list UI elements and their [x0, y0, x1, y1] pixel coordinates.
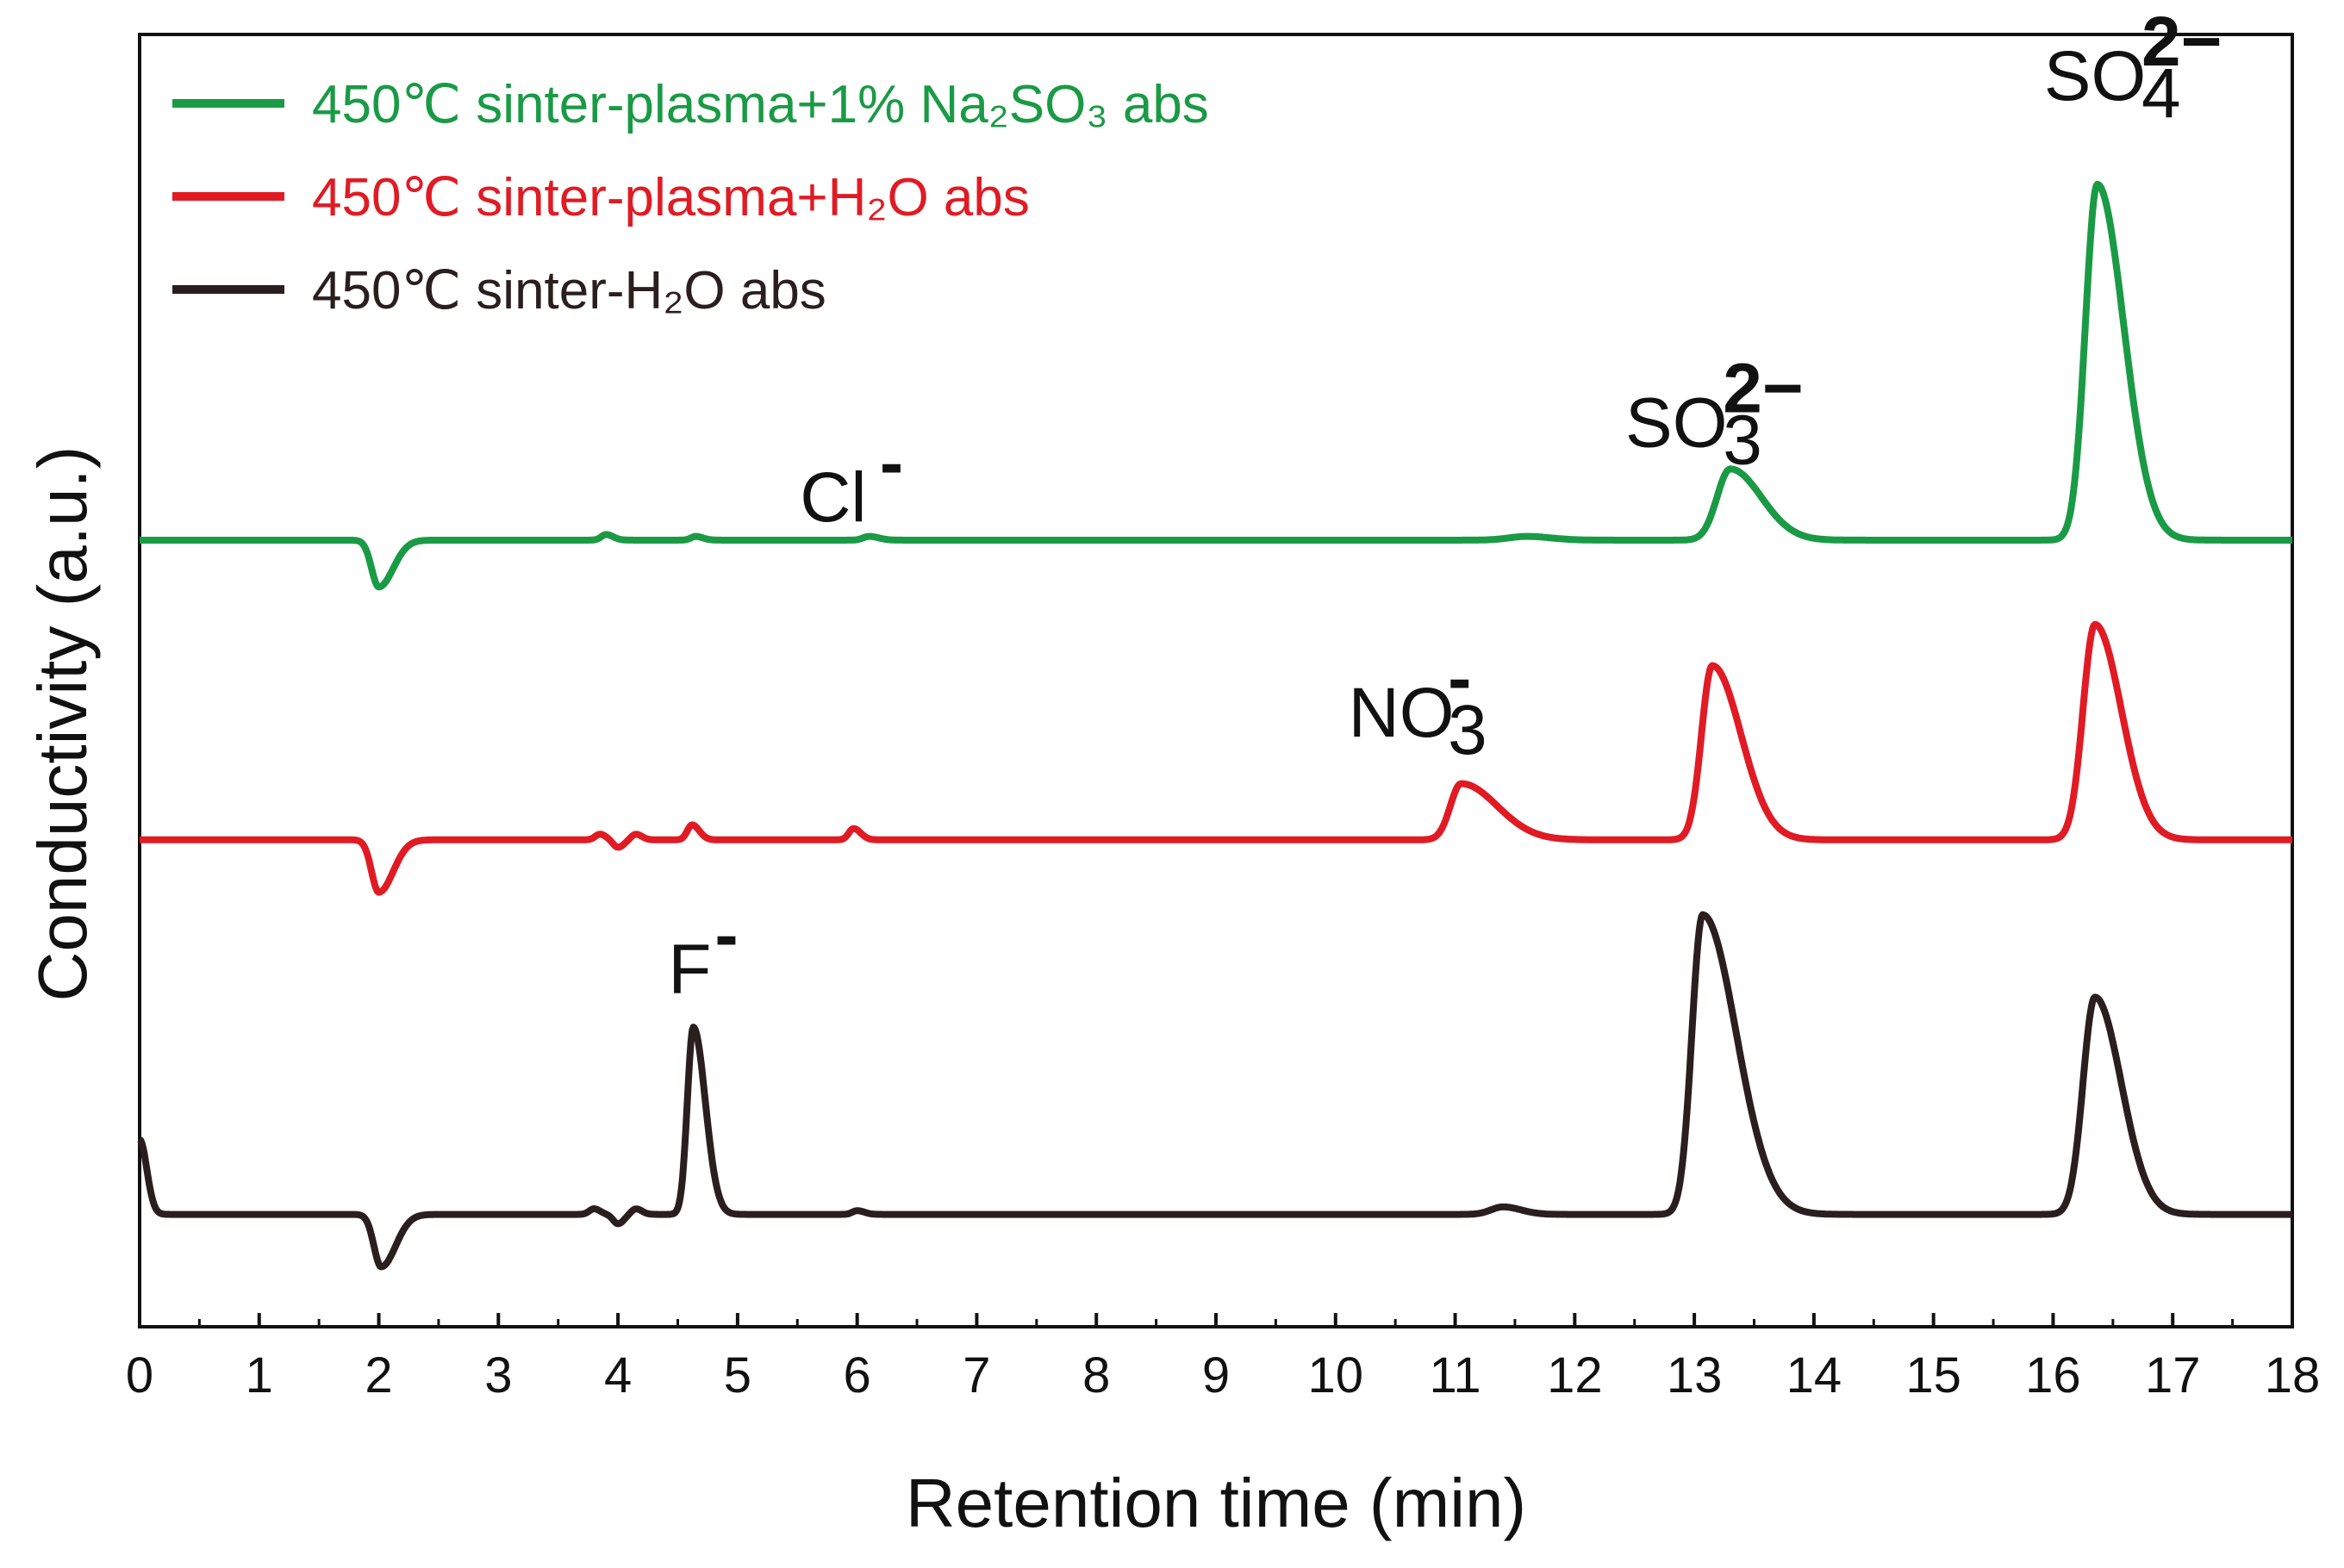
- x-tick-label-15: 15: [1905, 1347, 1961, 1403]
- x-tick-label-4: 4: [604, 1347, 632, 1403]
- series-lines: [137, 180, 2295, 1271]
- peak-label-superscript: -: [714, 896, 738, 974]
- series-line-1: [137, 620, 2295, 896]
- peak-label-3: NO3-: [1349, 639, 1487, 769]
- legend-label-0: 450℃ sinter-plasma+1% Na₂SO₃ abs: [312, 75, 1209, 134]
- x-tick-label-18: 18: [2265, 1347, 2321, 1403]
- peak-label-superscript: 2−: [1723, 349, 1804, 427]
- peak-label-superscript: -: [1448, 639, 1471, 718]
- x-tick-label-1: 1: [246, 1347, 273, 1403]
- peak-label-4: F-: [668, 896, 738, 1009]
- peak-label-subscript: 3: [1448, 691, 1487, 769]
- peak-label-superscript: -: [880, 424, 903, 502]
- peak-label-base: F: [668, 930, 711, 1009]
- legend-label-1: 450℃ sinter-plasma+H₂O abs: [312, 168, 1030, 227]
- x-tick-label-13: 13: [1667, 1347, 1723, 1403]
- y-axis-title: Conductivity (a.u.): [24, 446, 101, 1002]
- peak-label-superscript: 2−: [2141, 3, 2222, 81]
- x-tick-label-11: 11: [1429, 1347, 1481, 1403]
- plot-frame: [138, 33, 2294, 1328]
- x-tick-label-16: 16: [2025, 1347, 2081, 1403]
- x-tick-label-5: 5: [724, 1347, 751, 1403]
- legend: 450℃ sinter-plasma+1% Na₂SO₃ abs 450℃ sin…: [172, 75, 1209, 320]
- x-axis-ticks: 0 1 2 3 4 5 6 7 8 9 10 11 12 13 14 15 16 17 18: [126, 1313, 2320, 1403]
- peak-label-base: NO: [1349, 674, 1455, 752]
- x-tick-label-2: 2: [365, 1347, 392, 1403]
- series-line-0: [137, 180, 2295, 591]
- peak-label-subscript: 4: [2141, 54, 2181, 133]
- x-tick-label-8: 8: [1082, 1347, 1110, 1403]
- peak-label-2: Cl -: [800, 424, 903, 537]
- x-tick-label-9: 9: [1202, 1347, 1230, 1403]
- x-tick-label-6: 6: [844, 1347, 871, 1403]
- x-tick-label-10: 10: [1308, 1347, 1364, 1403]
- legend-label-2: 450℃ sinter-H₂O abs: [312, 261, 826, 320]
- peak-label-subscript: 3: [1723, 401, 1762, 479]
- x-axis-title: Retention time (min): [906, 1465, 1526, 1541]
- peak-label-base: Cl: [800, 458, 866, 537]
- x-tick-label-7: 7: [963, 1347, 990, 1403]
- x-tick-label-14: 14: [1786, 1347, 1842, 1403]
- series-line-2: [137, 911, 2295, 1271]
- x-tick-label-0: 0: [126, 1347, 153, 1403]
- x-tick-label-3: 3: [484, 1347, 512, 1403]
- peak-label-base: SO: [2044, 37, 2146, 115]
- x-tick-label-17: 17: [2145, 1347, 2201, 1403]
- peak-label-base: SO: [1625, 383, 1727, 462]
- x-tick-label-12: 12: [1547, 1347, 1603, 1403]
